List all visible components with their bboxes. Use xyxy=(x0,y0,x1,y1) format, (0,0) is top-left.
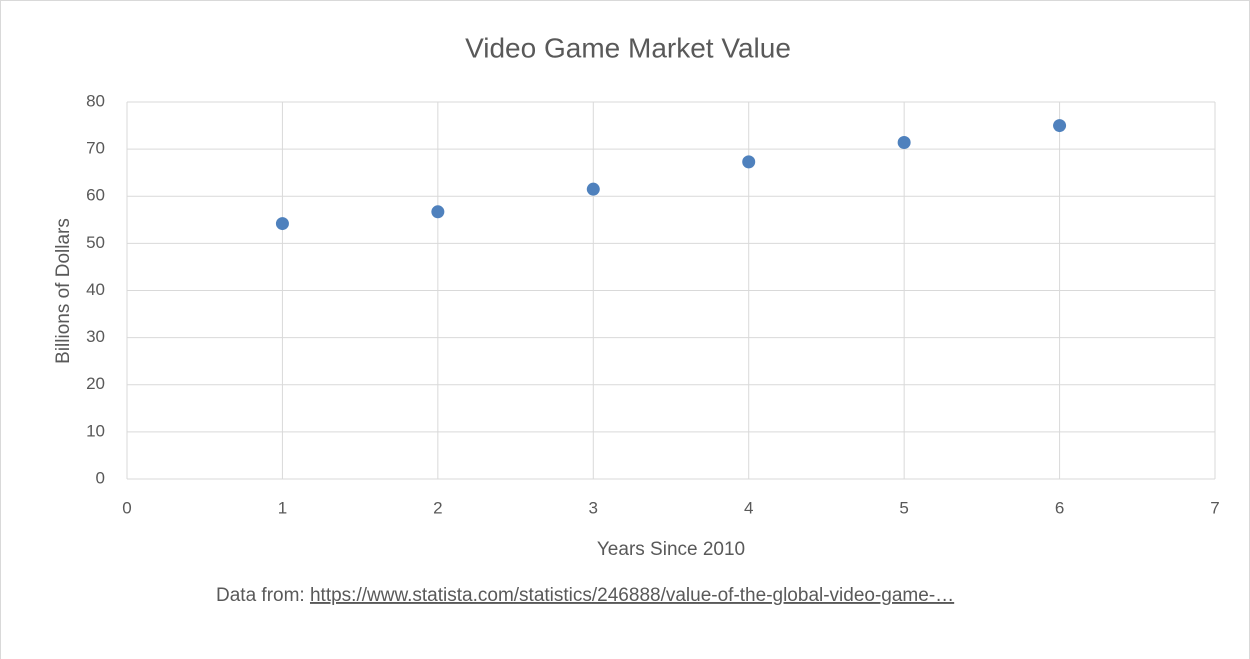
y-tick-label: 40 xyxy=(86,280,105,299)
x-tick-label: 4 xyxy=(744,498,753,517)
x-tick-label: 7 xyxy=(1210,498,1219,517)
y-axis-title: Billions of Dollars xyxy=(53,218,74,364)
y-tick-label: 50 xyxy=(86,233,105,252)
point xyxy=(897,136,911,150)
x-tick-label: 0 xyxy=(122,498,131,517)
x-tick-label: 5 xyxy=(899,498,908,517)
point xyxy=(431,205,445,219)
y-tick-label: 80 xyxy=(86,91,105,110)
point xyxy=(742,155,756,169)
point xyxy=(1053,119,1067,133)
y-tick-label: 10 xyxy=(86,421,105,440)
y-tick-label: 60 xyxy=(86,186,105,205)
source-label: Data from: xyxy=(216,585,305,606)
x-tick-label: 6 xyxy=(1055,498,1064,517)
source-link[interactable]: https://www.statista.com/statistics/2468… xyxy=(310,585,954,606)
x-axis-title: Years Since 2010 xyxy=(597,539,745,560)
point xyxy=(586,182,600,196)
point xyxy=(275,217,289,231)
y-tick-label: 70 xyxy=(86,139,105,158)
y-tick-label: 0 xyxy=(96,468,105,487)
x-tick-label: 2 xyxy=(433,498,442,517)
y-tick-label: 30 xyxy=(86,327,105,346)
source-note: Data from: https://www.statista.com/stat… xyxy=(216,585,954,606)
chart-title: Video Game Market Value xyxy=(465,32,791,63)
x-tick-label: 3 xyxy=(589,498,598,517)
y-tick-label: 20 xyxy=(86,374,105,393)
x-tick-label: 1 xyxy=(278,498,287,517)
